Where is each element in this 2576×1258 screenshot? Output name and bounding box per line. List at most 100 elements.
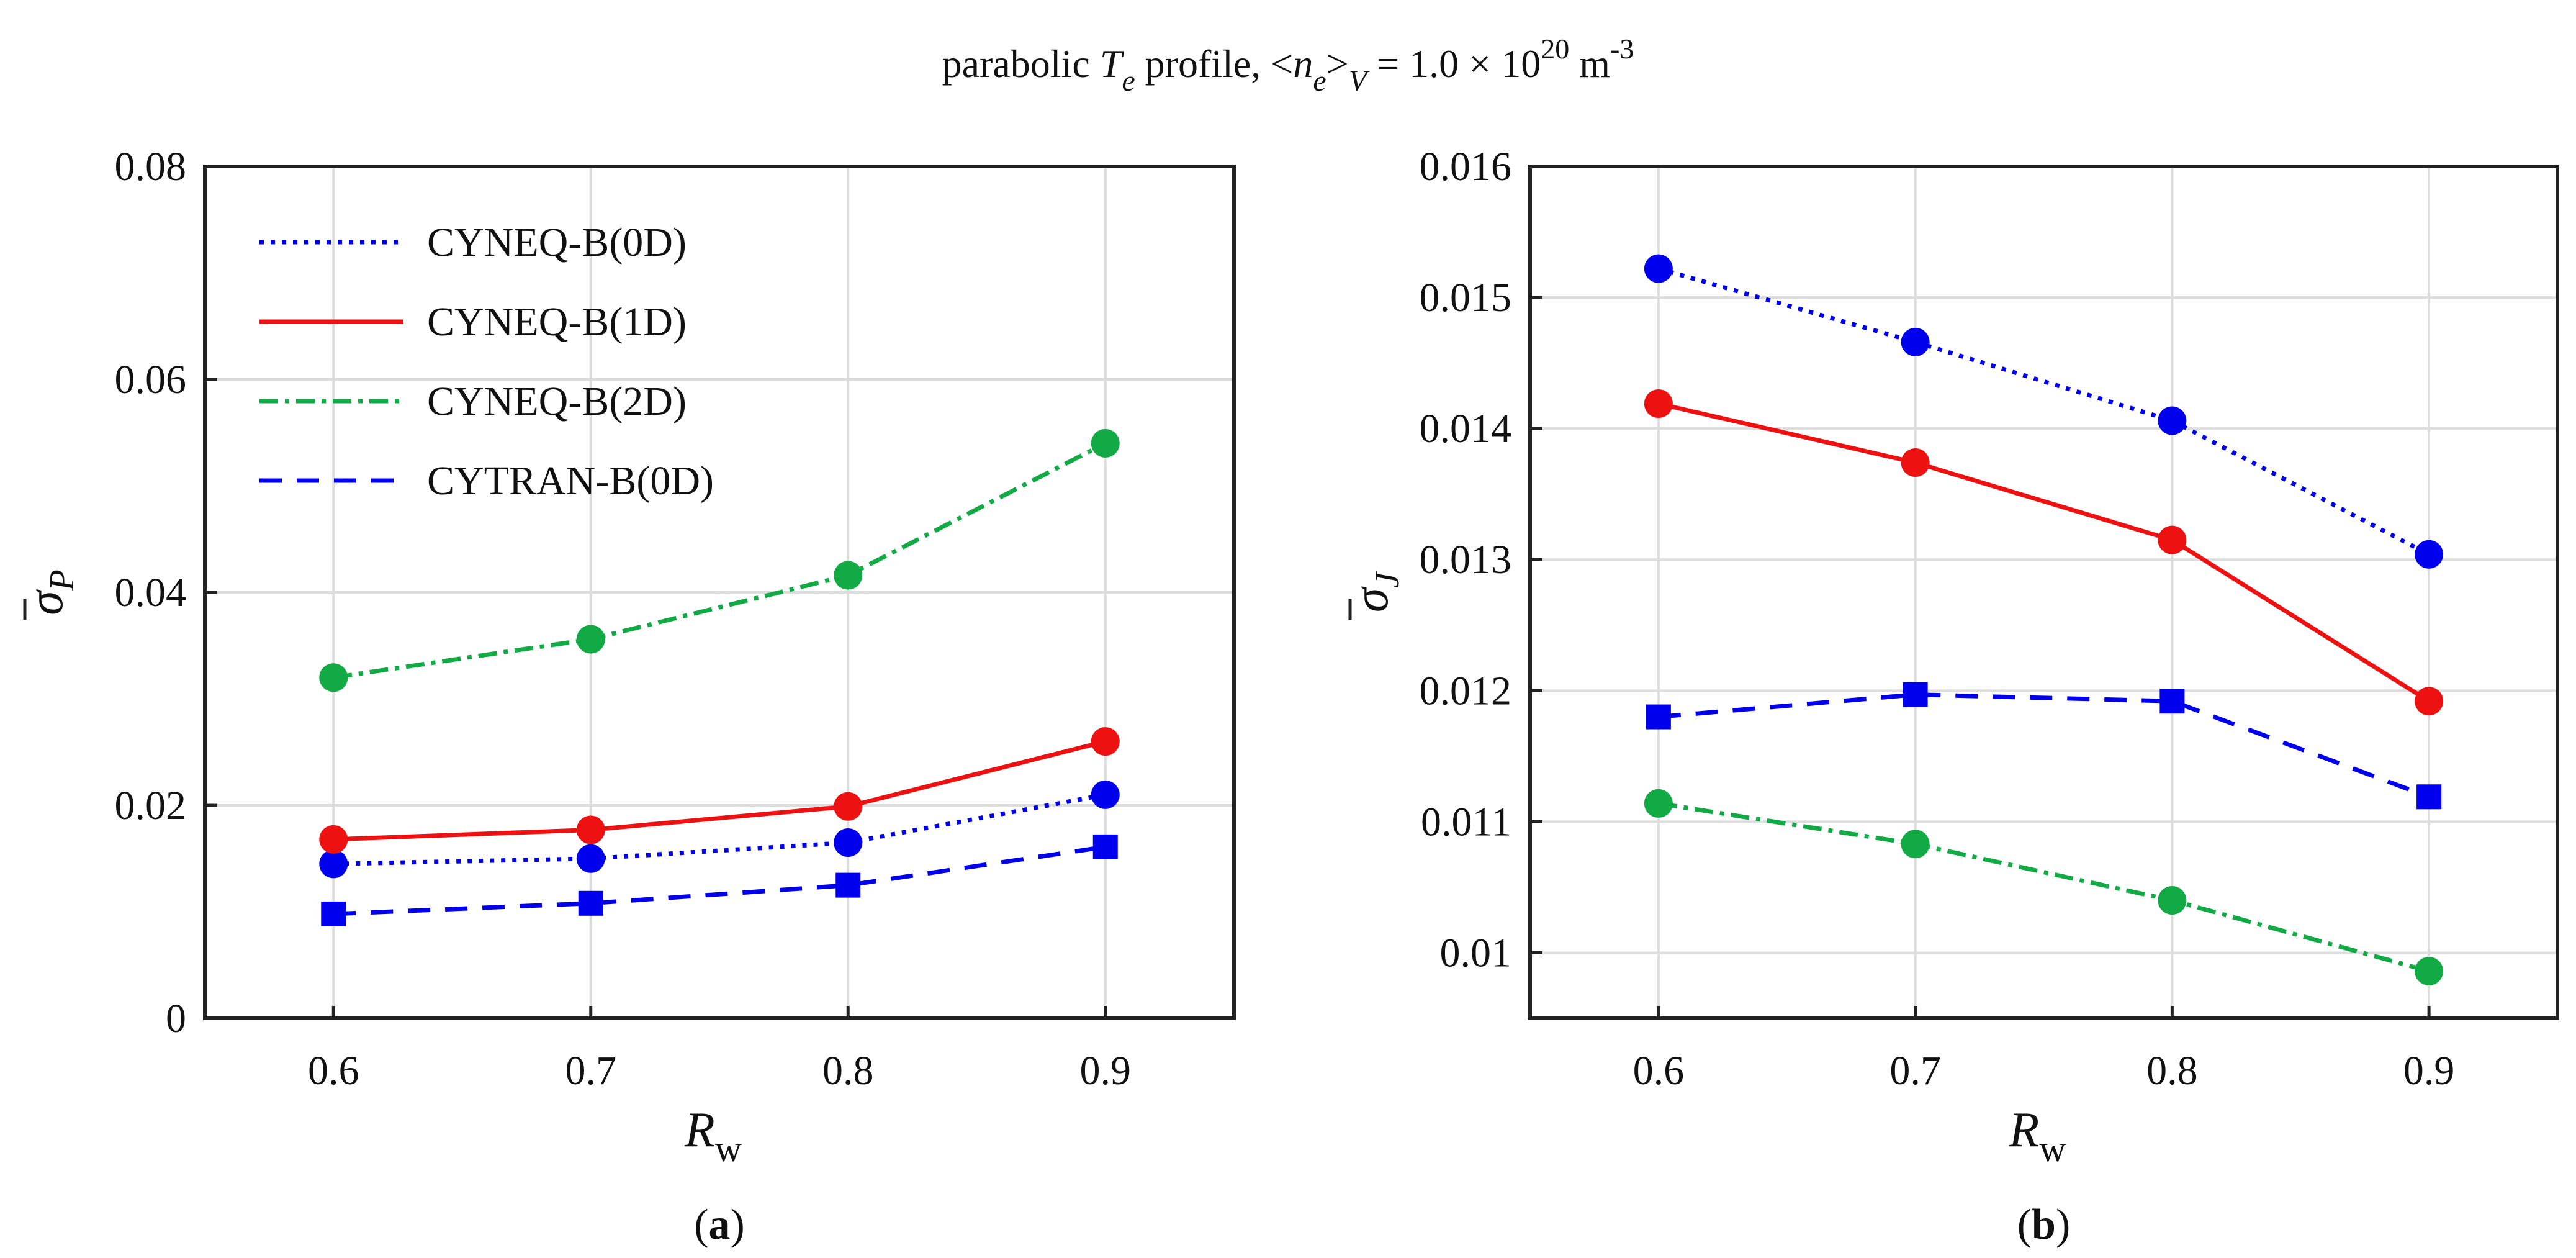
data-point-b-cyneq_2d-2 [2158,886,2187,915]
data-point-b-cytran_0d-0 [1646,704,1671,730]
title-t: T [1100,42,1125,86]
x-tick-label-a-1: 0.7 [565,1048,617,1093]
y-tick-label-a-4: 0.08 [115,144,187,189]
panel-label-b: (b) [2017,1201,2071,1249]
x-tick-label-b-2: 0.8 [2146,1048,2198,1093]
y-tick-label-b-5: 0.015 [1420,275,1512,320]
legend: CYNEQ-B(0D) CYNEQ-B(1D) CYNEQ-B(2D) CYTRAN-… [259,220,714,504]
series-line-b-cyneq_1d [1658,401,2430,704]
data-point-b-cytran_0d-2 [2159,689,2185,714]
title-t-sub: e [1122,65,1135,97]
y-tick-label-b-3: 0.013 [1420,537,1512,582]
data-point-a-cyneq_1d-3 [1091,727,1120,756]
legend-label-cyneq_2d: CYNEQ-B(2D) [427,379,687,424]
data-point-b-cyneq_1d-3 [2415,687,2444,716]
x-tick-label-b-0: 0.6 [1633,1048,1685,1093]
panel-label-close-a: ) [731,1201,745,1249]
title-unit: m [1569,42,1610,86]
x-axis-label-sub-a: w [715,1128,742,1169]
data-point-a-cyneq_2d-2 [834,561,863,590]
data-point-b-cyneq_0d-2 [2158,406,2187,435]
x-axis-label-sub-b: w [2039,1128,2066,1169]
title-gt: > [1326,42,1349,86]
y-tick-label-b-4: 0.014 [1420,406,1512,451]
y-axis-label-main-a: σ [19,589,73,615]
panel-label-letter-b: b [2032,1201,2056,1249]
title-prefix: parabolic [942,42,1100,86]
panel-label-letter-a: a [709,1201,731,1249]
panel-b-chart: 0.6 0.7 0.8 0.9 0.01 0.011 0.012 0.013 0.014 0.01… [1344,144,2559,1249]
legend-label-cyneq_1d: CYNEQ-B(1D) [427,299,687,345]
data-point-b-cytran_0d-1 [1903,682,1928,707]
series-line-a-cytran_0d [333,844,1106,916]
data-point-a-cyneq_1d-0 [319,825,348,854]
y-axis-label-sub-b: J [1368,571,1407,588]
y-axis-label-sub-a: P [43,569,81,591]
series-line-b-cyneq_2d [1658,801,2430,974]
axes-box-b [1528,165,2559,1020]
data-point-b-cyneq_0d-0 [1644,254,1673,283]
series-line-a-cyneq_1d [333,739,1106,842]
y-tick-label-b-6: 0.016 [1420,144,1512,189]
y-axis-label-a: σP [19,569,81,615]
data-point-b-cyneq_1d-0 [1644,389,1673,419]
series-line-b-cytran_0d [1658,692,2430,799]
data-point-b-cyneq_1d-1 [1901,448,1930,477]
y-tick-label-a-3: 0.06 [115,357,187,402]
data-point-a-cyneq_1d-1 [576,815,605,844]
data-point-a-cyneq_2d-3 [1091,428,1120,458]
panel-label-close-b: ) [2056,1201,2070,1249]
panel-label-open-b: ( [2017,1201,2032,1249]
title-unit-exponent: -3 [1610,33,1634,65]
y-tick-label-b-0: 0.01 [1440,930,1512,975]
data-point-a-cyneq_0d-2 [834,828,863,858]
data-point-a-cyneq_1d-2 [834,792,863,821]
legend-label-cytran_0d: CYTRAN-B(0D) [427,458,714,504]
legend-label-cyneq_0d: CYNEQ-B(0D) [427,220,687,265]
y-tick-label-a-2: 0.04 [115,570,187,615]
data-point-b-cyneq_2d-1 [1901,830,1930,859]
title-n-sub: e [1313,65,1326,97]
data-point-a-cytran_0d-1 [578,890,603,916]
panel-label-open-a: ( [694,1201,708,1249]
figure-title: parabolic Te profile, <ne>V = 1.0 × 1020… [942,33,1634,97]
panel-label-a: (a) [694,1201,745,1249]
title-profile: profile, < [1135,42,1294,86]
data-point-b-cytran_0d-3 [2416,784,2442,810]
title-equals: = 1.0 × 10 [1367,42,1541,86]
y-tick-label-a-0: 0 [166,996,186,1041]
x-tick-label-a-2: 0.8 [822,1048,874,1093]
data-point-a-cyneq_0d-0 [319,849,348,879]
x-tick-label-a-3: 0.9 [1080,1048,1132,1093]
series-line-a-cyneq_2d [333,441,1107,680]
data-point-a-cytran_0d-2 [835,872,861,898]
panel-a-chart: 0.6 0.7 0.8 0.9 0 0.02 0.04 0.06 0.08 Rw σP (a) CYNE… [19,144,1236,1249]
y-axis-label-main-b: σ [1344,586,1398,612]
data-point-b-cyneq_0d-3 [2415,540,2444,569]
y-axis-label-b: σJ [1344,571,1407,612]
y-tick-label-b-2: 0.012 [1420,668,1512,713]
x-tick-label-b-3: 0.9 [2403,1048,2455,1093]
data-point-a-cyneq_0d-3 [1091,780,1120,809]
x-axis-label-a: Rw [684,1103,742,1169]
x-tick-label-b-1: 0.7 [1889,1048,1941,1093]
y-tick-label-a-1: 0.02 [115,783,187,828]
title-exponent: 20 [1541,33,1569,65]
data-point-a-cyneq_2d-1 [576,625,605,654]
data-point-b-cyneq_2d-3 [2415,957,2444,986]
x-axis-label-main-a: R [684,1103,715,1157]
data-point-b-cyneq_2d-0 [1644,789,1673,818]
data-point-a-cyneq_0d-1 [576,844,605,873]
x-axis-label-b: Rw [2008,1103,2066,1169]
x-tick-label-a-0: 0.6 [308,1048,359,1093]
data-point-b-cyneq_0d-1 [1901,327,1930,356]
data-point-a-cyneq_2d-0 [319,663,348,692]
x-axis-label-main-b: R [2008,1103,2039,1157]
series-line-b-cyneq_0d [1657,266,2430,556]
y-tick-label-b-1: 0.011 [1421,799,1511,844]
data-point-a-cytran_0d-3 [1092,834,1118,859]
title-v-sub: V [1349,65,1370,97]
data-point-b-cyneq_1d-2 [2158,525,2187,554]
title-n: n [1293,42,1313,86]
